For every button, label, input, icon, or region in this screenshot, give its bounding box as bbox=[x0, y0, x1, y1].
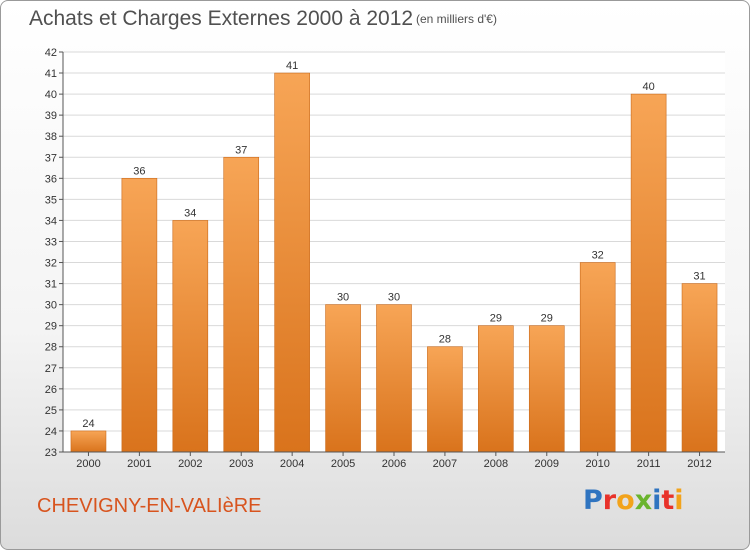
y-tick-label: 38 bbox=[45, 131, 57, 143]
bar bbox=[681, 283, 718, 453]
y-tick-label: 35 bbox=[45, 194, 57, 206]
y-tick-label: 36 bbox=[45, 173, 57, 185]
y-tick-label: 34 bbox=[45, 215, 57, 227]
chart-unit-note: (en milliers d'€) bbox=[416, 12, 497, 26]
y-tick-label: 29 bbox=[45, 321, 57, 333]
bar bbox=[325, 304, 361, 453]
chart-title: Achats et Charges Externes 2000 à 2012 bbox=[29, 7, 414, 30]
bar bbox=[528, 325, 565, 453]
x-tick-label: 2009 bbox=[535, 458, 559, 470]
y-tick-label: 41 bbox=[45, 68, 57, 80]
x-tick-label: 2003 bbox=[229, 458, 253, 470]
y-tick-label: 28 bbox=[45, 342, 57, 354]
x-tick-label: 2011 bbox=[637, 458, 661, 470]
y-tick-label: 26 bbox=[45, 384, 57, 396]
data-label: 29 bbox=[541, 313, 553, 325]
x-tick-label: 2012 bbox=[687, 458, 711, 470]
x-tick-label: 2005 bbox=[331, 458, 355, 470]
data-label: 32 bbox=[592, 250, 604, 262]
x-tick-label: 2006 bbox=[382, 458, 406, 470]
bar bbox=[172, 220, 209, 453]
logo-letter: t bbox=[661, 485, 675, 516]
y-tick-label: 25 bbox=[45, 405, 57, 417]
x-tick-label: 2000 bbox=[76, 458, 100, 470]
data-label: 30 bbox=[388, 292, 400, 304]
proxiti-logo: Proxiti bbox=[583, 485, 684, 516]
data-label: 31 bbox=[693, 271, 705, 283]
logo-letter: o bbox=[616, 485, 635, 516]
y-tick-label: 24 bbox=[45, 426, 57, 438]
y-tick-label: 33 bbox=[45, 236, 57, 248]
data-label: 28 bbox=[439, 334, 451, 346]
data-label: 24 bbox=[82, 418, 94, 430]
commune-name: CHEVIGNY-EN-VALIèRE bbox=[37, 495, 262, 517]
x-tick-label: 2002 bbox=[178, 458, 202, 470]
bar bbox=[274, 72, 310, 453]
data-label: 37 bbox=[235, 144, 247, 156]
y-tick-label: 37 bbox=[45, 152, 57, 164]
logo-letter: i bbox=[652, 485, 662, 516]
x-tick-label: 2004 bbox=[280, 458, 304, 470]
data-label: 30 bbox=[337, 292, 349, 304]
bar bbox=[121, 178, 158, 453]
bar bbox=[478, 325, 514, 453]
x-tick-label: 2001 bbox=[127, 458, 151, 470]
bar bbox=[427, 346, 463, 453]
bar bbox=[376, 304, 412, 453]
data-label: 36 bbox=[133, 165, 145, 177]
data-label: 40 bbox=[642, 81, 654, 93]
y-tick-label: 30 bbox=[45, 300, 57, 312]
x-tick-label: 2007 bbox=[433, 458, 457, 470]
y-tick-label: 23 bbox=[45, 447, 57, 459]
y-tick-label: 32 bbox=[45, 258, 57, 270]
logo-letter: i bbox=[674, 485, 684, 516]
logo-letter: x bbox=[634, 485, 653, 516]
y-tick-label: 31 bbox=[45, 279, 57, 291]
y-tick-label: 27 bbox=[45, 363, 57, 375]
data-label: 34 bbox=[184, 207, 196, 219]
logo-letter: P bbox=[583, 485, 603, 516]
bar bbox=[630, 93, 667, 453]
data-label: 41 bbox=[286, 60, 298, 72]
y-tick-label: 40 bbox=[45, 89, 57, 101]
y-tick-label: 42 bbox=[45, 47, 57, 59]
logo-letter: r bbox=[602, 485, 617, 516]
bar bbox=[579, 262, 616, 453]
bar bbox=[223, 156, 260, 453]
x-tick-label: 2010 bbox=[585, 458, 609, 470]
x-tick-label: 2008 bbox=[484, 458, 508, 470]
bar bbox=[70, 430, 107, 453]
data-label: 29 bbox=[490, 313, 502, 325]
y-tick-label: 39 bbox=[45, 110, 57, 122]
